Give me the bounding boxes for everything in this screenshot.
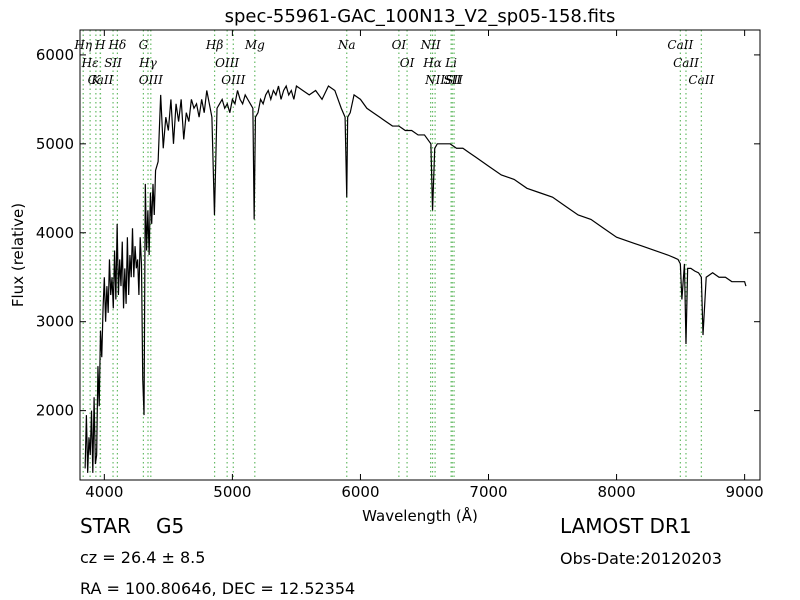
x-tick-label: 9000 <box>726 483 764 501</box>
spectral-line-label: Hδ <box>108 38 127 52</box>
y-tick-label: 6000 <box>36 46 74 64</box>
spectral-line-label: OIII <box>215 56 239 70</box>
spectral-line-labels: Hη Hε K H CaII SII Hδ G Hγ OIII Hβ OIII OIII Mg Na OI OI… <box>73 38 714 87</box>
x-tick-label: 8000 <box>597 483 635 501</box>
y-tick-label: 5000 <box>36 135 74 153</box>
sky-coordinates: RA = 100.80646, DEC = 12.52354 <box>80 579 356 598</box>
spectral-line-label: OIII <box>139 73 163 87</box>
spectral-line-label: CaII <box>667 38 693 52</box>
cz-error: ± 8.5 <box>161 548 206 567</box>
axis-ticks: 4000 5000 6000 7000 8000 9000 2000 3000 4000 5000… <box>36 30 764 501</box>
spectrum-series-line <box>84 84 747 473</box>
spectral-line-label: Hα <box>422 56 442 70</box>
x-tick-label: 7000 <box>469 483 507 501</box>
x-tick-label: 4000 <box>85 483 123 501</box>
spectral-line-label: Hη <box>73 38 92 52</box>
spectral-line-label: OIII <box>221 73 245 87</box>
spectral-line-label: Na <box>337 38 356 52</box>
spectral-line-label: H <box>94 38 106 52</box>
x-axis-title: Wavelength (Å) <box>362 506 478 525</box>
survey-name: LAMOST DR1 <box>560 514 692 538</box>
x-tick-label: 5000 <box>213 483 251 501</box>
y-axis-title: Flux (relative) <box>9 203 27 307</box>
redshift-value: cz = 26.4 ± 8.5 <box>80 548 205 567</box>
spectral-line-label: OI <box>400 56 415 70</box>
spectral-line-label: NII <box>424 73 445 87</box>
spectral-line-label: K <box>90 73 101 87</box>
y-tick-label: 2000 <box>36 402 74 420</box>
spectral-line-label: G <box>139 38 149 52</box>
object-subclass: G5 <box>156 514 185 538</box>
spectral-line-label: SII <box>104 56 122 70</box>
spectral-line-label: Hε <box>81 56 99 70</box>
spectral-line-label: CaII <box>88 73 114 87</box>
x-tick-label: 6000 <box>341 483 379 501</box>
spectral-line-label: NII <box>420 38 441 52</box>
spectral-line-label: SII <box>443 73 461 87</box>
observation-date: Obs-Date:20120203 <box>560 549 722 568</box>
y-tick-label: 4000 <box>36 224 74 242</box>
spectral-line-label: CaII <box>688 73 714 87</box>
object-class: STAR <box>80 514 131 538</box>
plot-frame <box>79 29 761 481</box>
cz-label: cz = 26.4 <box>80 548 157 567</box>
spectral-line-label: OI <box>392 38 407 52</box>
spectral-line-label: Hβ <box>205 38 223 52</box>
spectral-line-label: Li <box>444 56 457 70</box>
spectral-line-label: Hγ <box>138 56 157 70</box>
spectral-line-label: CaII <box>673 56 699 70</box>
spectral-line-label: SII <box>445 73 463 87</box>
y-tick-label: 3000 <box>36 313 74 331</box>
spectral-line-label: Mg <box>244 38 265 52</box>
spectral-line-markers <box>82 30 702 480</box>
chart-title: spec-55961-GAC_100N13_V2_sp05-158.fits <box>225 6 616 27</box>
